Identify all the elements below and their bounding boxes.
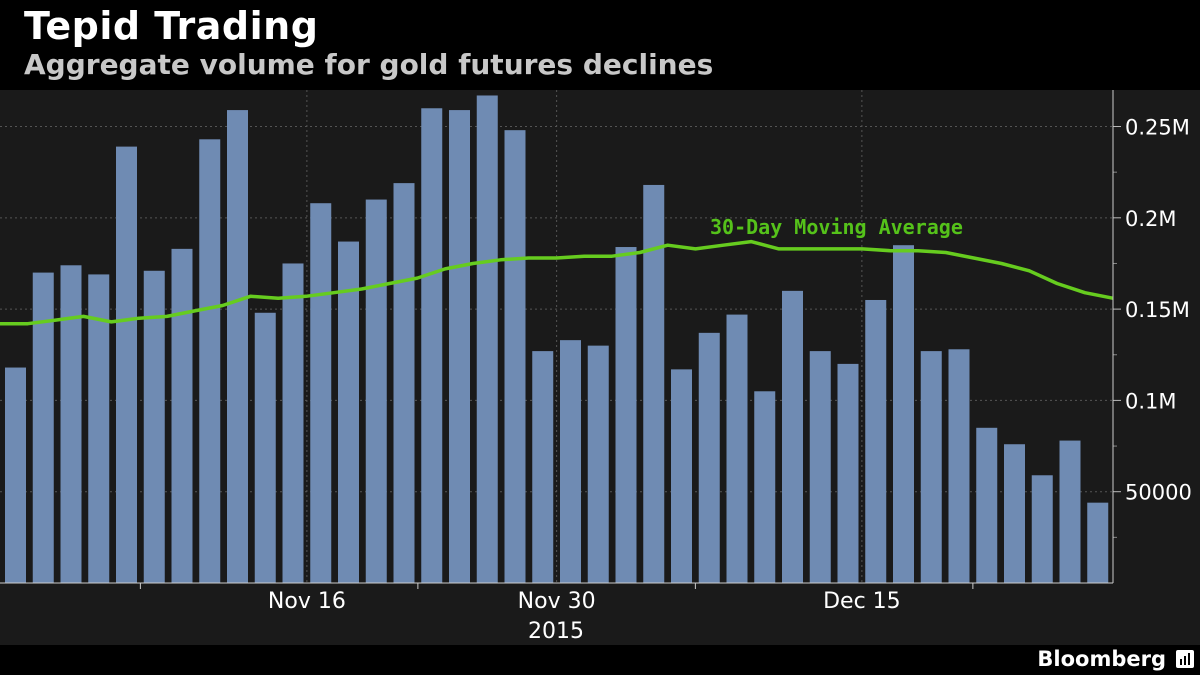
chart-title: Tepid Trading: [24, 4, 319, 48]
line-layer: [0, 239, 1114, 326]
bar: [1031, 475, 1053, 583]
bar: [116, 146, 137, 583]
bar-layer: [5, 95, 1109, 584]
bar: [643, 184, 665, 583]
bloomberg-logo-icon: [1176, 650, 1194, 668]
moving-average-line: [0, 239, 1114, 326]
bar: [476, 95, 498, 583]
bar: [782, 290, 803, 583]
bar: [560, 340, 581, 583]
bar: [976, 427, 998, 583]
bar: [5, 367, 26, 583]
bar: [948, 349, 970, 583]
x-axis-year-label: 2015: [528, 619, 584, 644]
series-annotation-label: 30-Day Moving Average: [710, 215, 963, 239]
bar: [143, 270, 165, 583]
bar: [726, 314, 748, 583]
y-tick-label: 0.25M: [1125, 116, 1190, 140]
bar: [1087, 502, 1109, 583]
bar: [227, 110, 248, 584]
x-tick-label: Nov 16: [268, 589, 346, 614]
bar: [338, 241, 359, 583]
y-tick-label: 0.2M: [1125, 207, 1177, 231]
brand-logo-text: Bloomberg: [1037, 647, 1166, 671]
bar: [587, 345, 609, 583]
bar: [837, 363, 859, 583]
y-tick-label: 0.1M: [1125, 389, 1177, 413]
bar: [310, 203, 332, 584]
bar: [254, 312, 276, 583]
bar: [1004, 444, 1025, 583]
bar: [282, 263, 304, 583]
x-tick-label: Nov 30: [518, 589, 596, 614]
axis-layer: 50000 0.1M 0.15M 0.2M 0.25M Nov 16 Nov 30 Dec 1…: [0, 90, 1192, 614]
bar: [171, 248, 193, 583]
bar: [60, 265, 82, 583]
bar: [615, 247, 637, 583]
bar: [865, 299, 887, 583]
bar: [920, 351, 942, 583]
bar: [754, 391, 776, 583]
y-tick-label: 0.15M: [1125, 298, 1190, 322]
x-tick-label: Dec 15: [823, 589, 901, 614]
bar: [88, 274, 110, 583]
bar: [365, 199, 387, 584]
bar: [698, 332, 720, 583]
bar: [32, 272, 54, 583]
bar: [199, 139, 221, 584]
bar: [449, 110, 470, 584]
bar: [532, 351, 554, 583]
bar: [809, 351, 831, 583]
bar: [893, 245, 914, 583]
bar: [504, 130, 526, 584]
bar: [1059, 440, 1081, 583]
bar: [671, 369, 692, 583]
bar: [421, 108, 443, 583]
y-tick-label: 50000: [1125, 481, 1192, 505]
bar: [393, 183, 415, 583]
chart-subtitle: Aggregate volume for gold futures declin…: [24, 48, 714, 81]
